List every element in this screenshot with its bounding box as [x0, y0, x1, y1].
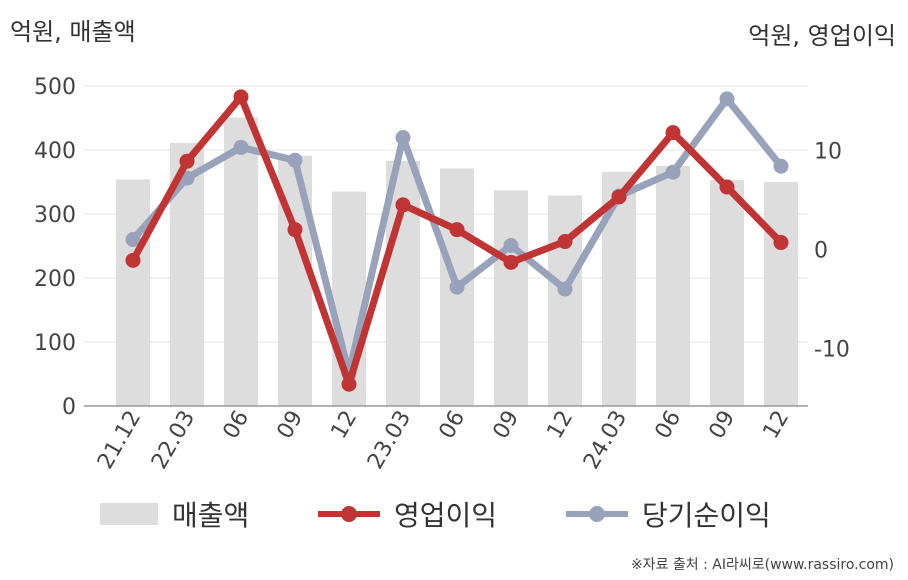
net-income-point — [287, 152, 303, 168]
operating-profit-point — [503, 254, 519, 270]
x-tick-label: 09 — [489, 407, 525, 444]
right-axis-unit: 억원, 영업이익 — [748, 22, 896, 50]
left-tick-label: 0 — [62, 395, 76, 420]
x-tick-label: 21.12 — [93, 407, 146, 474]
profit-lines — [125, 89, 789, 392]
legend-label-revenue: 매출액 — [172, 499, 250, 532]
operating-profit-point — [395, 197, 411, 213]
legend-label-operating-profit: 영업이익 — [394, 499, 498, 532]
left-tick-label: 300 — [34, 203, 76, 228]
left-axis-ticks: 0 100 200 300 400 500 — [34, 75, 76, 420]
legend-item-revenue: 매출액 — [100, 494, 249, 534]
x-axis-ticks: 21.12 22.03 06 09 12 23.03 06 09 12 24.03 06 09 12 — [93, 407, 794, 474]
right-tick-label: 10 — [814, 139, 842, 164]
x-tick-label: 12 — [759, 407, 795, 444]
operating-profit-point — [233, 89, 249, 105]
operating-profit-point — [557, 234, 573, 250]
operating-profit-point — [665, 125, 681, 141]
net-income-point — [395, 130, 411, 146]
revenue-bar — [224, 117, 258, 407]
operating-profit-point — [449, 222, 465, 238]
combo-chart: 0 100 200 300 400 500 -10 0 10 21.12 22.03 06 09 12… — [34, 75, 850, 474]
net-income-point — [233, 139, 249, 155]
x-tick-label: 06 — [435, 407, 471, 444]
legend-item-net-income: 당기순이익 — [566, 494, 771, 534]
legend-label-net-income: 당기순이익 — [642, 499, 771, 532]
net-income-point — [665, 164, 681, 180]
operating-profit-point — [341, 376, 357, 392]
legend-swatch-operating-profit — [318, 503, 380, 525]
left-tick-label: 500 — [34, 75, 76, 100]
revenue-bars — [116, 117, 798, 407]
net-income-point — [503, 238, 519, 254]
x-tick-label: 22.03 — [147, 407, 200, 474]
operating-profit-point — [287, 222, 303, 238]
revenue-bar — [116, 179, 150, 406]
operating-profit-point — [179, 153, 195, 169]
legend-item-operating-profit: 영업이익 — [318, 494, 497, 534]
x-tick-label: 24.03 — [579, 407, 632, 474]
net-income-point — [449, 279, 465, 295]
revenue-bar — [710, 180, 744, 406]
legend-swatch-revenue — [100, 503, 158, 525]
right-tick-label: 0 — [814, 238, 828, 263]
x-tick-label: 06 — [651, 407, 687, 444]
revenue-bar — [764, 182, 798, 406]
left-tick-label: 400 — [34, 139, 76, 164]
legend: 매출액 영업이익 당기순이익 — [100, 494, 820, 534]
x-tick-label: 12 — [543, 407, 579, 444]
net-income-point — [557, 281, 573, 297]
x-tick-label: 09 — [705, 407, 741, 444]
x-tick-label: 06 — [219, 407, 255, 444]
operating-profit-point — [773, 235, 789, 251]
net-income-point — [125, 232, 141, 248]
x-tick-label: 09 — [273, 407, 309, 444]
left-tick-label: 200 — [34, 267, 76, 292]
x-tick-label: 23.03 — [363, 407, 416, 474]
left-tick-label: 100 — [34, 331, 76, 356]
revenue-bar — [494, 190, 528, 406]
operating-profit-point — [125, 252, 141, 268]
source-note: ※자료 출처 : AI라씨로(www.rassiro.com) — [630, 557, 894, 573]
left-axis-unit: 억원, 매출액 — [10, 18, 136, 46]
net-income-point — [773, 158, 789, 174]
net-income-point — [719, 91, 735, 107]
right-axis-ticks: -10 0 10 — [814, 139, 850, 362]
revenue-bar — [656, 166, 690, 406]
legend-swatch-net-income — [566, 503, 628, 525]
operating-profit-point — [611, 189, 627, 205]
x-tick-label: 12 — [327, 407, 363, 444]
revenue-bar — [548, 195, 582, 406]
operating-profit-point — [719, 179, 735, 195]
right-tick-label: -10 — [814, 338, 850, 363]
